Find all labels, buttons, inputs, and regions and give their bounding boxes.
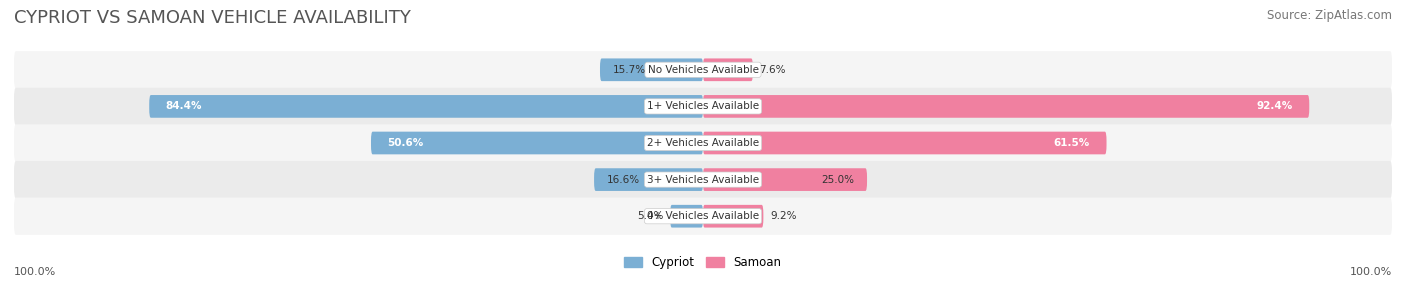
FancyBboxPatch shape: [14, 198, 1392, 235]
FancyBboxPatch shape: [703, 205, 763, 228]
Text: 16.6%: 16.6%: [607, 175, 640, 184]
Text: 2+ Vehicles Available: 2+ Vehicles Available: [647, 138, 759, 148]
Text: 4+ Vehicles Available: 4+ Vehicles Available: [647, 211, 759, 221]
Text: 61.5%: 61.5%: [1054, 138, 1090, 148]
Text: 100.0%: 100.0%: [14, 267, 56, 277]
FancyBboxPatch shape: [14, 124, 1392, 162]
Text: 84.4%: 84.4%: [166, 102, 202, 111]
Legend: Cypriot, Samoan: Cypriot, Samoan: [624, 256, 782, 269]
Text: 15.7%: 15.7%: [613, 65, 647, 75]
FancyBboxPatch shape: [371, 132, 703, 154]
Text: 100.0%: 100.0%: [1350, 267, 1392, 277]
FancyBboxPatch shape: [14, 51, 1392, 88]
FancyBboxPatch shape: [149, 95, 703, 118]
Text: 50.6%: 50.6%: [388, 138, 423, 148]
FancyBboxPatch shape: [14, 161, 1392, 198]
FancyBboxPatch shape: [600, 58, 703, 81]
Text: 7.6%: 7.6%: [759, 65, 786, 75]
FancyBboxPatch shape: [671, 205, 703, 228]
Text: 1+ Vehicles Available: 1+ Vehicles Available: [647, 102, 759, 111]
Text: No Vehicles Available: No Vehicles Available: [648, 65, 758, 75]
Text: Source: ZipAtlas.com: Source: ZipAtlas.com: [1267, 9, 1392, 21]
Text: 25.0%: 25.0%: [821, 175, 853, 184]
FancyBboxPatch shape: [703, 58, 752, 81]
Text: 9.2%: 9.2%: [770, 211, 796, 221]
FancyBboxPatch shape: [703, 168, 868, 191]
FancyBboxPatch shape: [703, 132, 1107, 154]
FancyBboxPatch shape: [703, 95, 1309, 118]
FancyBboxPatch shape: [14, 88, 1392, 125]
Text: 5.0%: 5.0%: [637, 211, 664, 221]
Text: 92.4%: 92.4%: [1257, 102, 1294, 111]
FancyBboxPatch shape: [595, 168, 703, 191]
Text: 3+ Vehicles Available: 3+ Vehicles Available: [647, 175, 759, 184]
Text: CYPRIOT VS SAMOAN VEHICLE AVAILABILITY: CYPRIOT VS SAMOAN VEHICLE AVAILABILITY: [14, 9, 411, 27]
